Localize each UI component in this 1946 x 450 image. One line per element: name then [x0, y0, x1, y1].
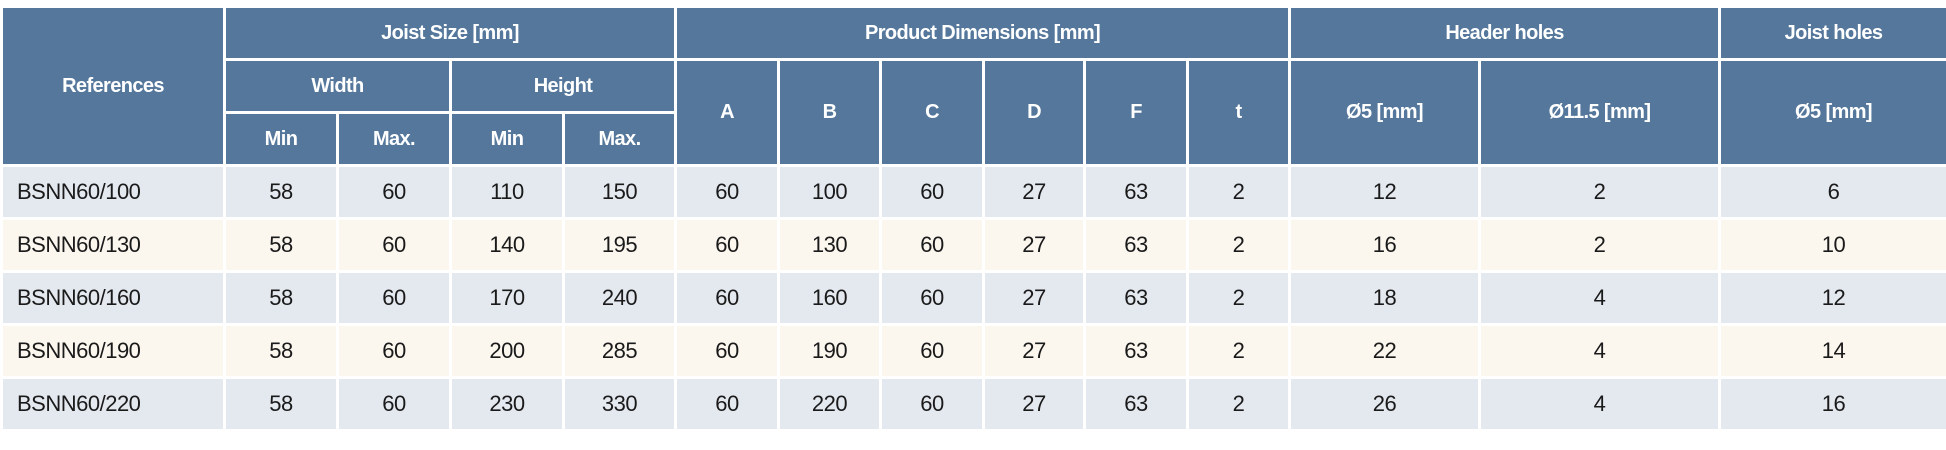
value-cell: 2 — [1186, 164, 1292, 220]
value-cell: 60 — [879, 164, 986, 220]
value-cell: 4 — [1478, 376, 1722, 432]
value-cell: 58 — [223, 323, 339, 379]
header-references: References — [0, 5, 226, 167]
header-dim-c: C — [879, 58, 986, 167]
value-cell: 220 — [777, 376, 883, 432]
value-cell: 63 — [1083, 376, 1190, 432]
value-cell: 58 — [223, 164, 339, 220]
header-height-min: Min — [449, 111, 565, 167]
header-width-max: Max. — [336, 111, 452, 167]
value-cell: 4 — [1478, 270, 1722, 326]
value-cell: 14 — [1718, 323, 1946, 379]
value-cell: 2 — [1186, 323, 1292, 379]
value-cell: 230 — [449, 376, 565, 432]
value-cell: 130 — [777, 217, 883, 273]
table-row: BSNN60/100 58 60 110 150 60 100 60 27 63 2 12 2 6 — [0, 164, 1946, 220]
value-cell: 27 — [982, 376, 1087, 432]
value-cell: 60 — [336, 376, 452, 432]
header-header-holes: Header holes — [1288, 5, 1722, 61]
header-width: Width — [223, 58, 452, 114]
value-cell: 160 — [777, 270, 883, 326]
value-cell: 6 — [1718, 164, 1946, 220]
value-cell: 2 — [1186, 376, 1292, 432]
value-cell: 200 — [449, 323, 565, 379]
value-cell: 27 — [982, 217, 1087, 273]
value-cell: 60 — [879, 323, 986, 379]
reference-cell: BSNN60/220 — [0, 376, 226, 432]
header-dim-b: B — [777, 58, 883, 167]
value-cell: 150 — [561, 164, 678, 220]
header-dim-a: A — [674, 58, 781, 167]
header-dim-t: t — [1186, 58, 1292, 167]
value-cell: 10 — [1718, 217, 1946, 273]
header-product-dimensions: Product Dimensions [mm] — [674, 5, 1292, 61]
value-cell: 60 — [674, 164, 781, 220]
value-cell: 2 — [1186, 270, 1292, 326]
value-cell: 60 — [674, 376, 781, 432]
value-cell: 60 — [674, 217, 781, 273]
value-cell: 58 — [223, 217, 339, 273]
reference-cell: BSNN60/190 — [0, 323, 226, 379]
value-cell: 285 — [561, 323, 678, 379]
value-cell: 100 — [777, 164, 883, 220]
value-cell: 2 — [1478, 164, 1722, 220]
value-cell: 60 — [879, 376, 986, 432]
value-cell: 58 — [223, 270, 339, 326]
value-cell: 195 — [561, 217, 678, 273]
table-row: BSNN60/190 58 60 200 285 60 190 60 27 63 2 22 4 14 — [0, 323, 1946, 379]
value-cell: 60 — [879, 270, 986, 326]
header-dim-d: D — [982, 58, 1087, 167]
value-cell: 26 — [1288, 376, 1482, 432]
value-cell: 60 — [336, 217, 452, 273]
value-cell: 4 — [1478, 323, 1722, 379]
value-cell: 63 — [1083, 270, 1190, 326]
value-cell: 58 — [223, 376, 339, 432]
header-header-holes-d5: Ø5 [mm] — [1288, 58, 1482, 167]
header-joist-holes-d5: Ø5 [mm] — [1718, 58, 1946, 167]
reference-cell: BSNN60/130 — [0, 217, 226, 273]
value-cell: 110 — [449, 164, 565, 220]
value-cell: 63 — [1083, 217, 1190, 273]
value-cell: 12 — [1718, 270, 1946, 326]
value-cell: 60 — [336, 323, 452, 379]
value-cell: 27 — [982, 323, 1087, 379]
value-cell: 27 — [982, 270, 1087, 326]
value-cell: 190 — [777, 323, 883, 379]
table-row: BSNN60/220 58 60 230 330 60 220 60 27 63 2 26 4 16 — [0, 376, 1946, 432]
table-row: BSNN60/130 58 60 140 195 60 130 60 27 63 2 16 2 10 — [0, 217, 1946, 273]
value-cell: 63 — [1083, 164, 1190, 220]
header-joist-holes: Joist holes — [1718, 5, 1946, 61]
header-height-max: Max. — [561, 111, 678, 167]
table-row: BSNN60/160 58 60 170 240 60 160 60 27 63 2 18 4 12 — [0, 270, 1946, 326]
header-header-holes-d11-5: Ø11.5 [mm] — [1478, 58, 1722, 167]
value-cell: 12 — [1288, 164, 1482, 220]
header-dim-f: F — [1083, 58, 1190, 167]
value-cell: 170 — [449, 270, 565, 326]
value-cell: 2 — [1478, 217, 1722, 273]
value-cell: 16 — [1718, 376, 1946, 432]
value-cell: 22 — [1288, 323, 1482, 379]
header-width-min: Min — [223, 111, 339, 167]
value-cell: 60 — [879, 217, 986, 273]
value-cell: 2 — [1186, 217, 1292, 273]
product-spec-table: References Joist Size [mm] Product Dimen… — [0, 5, 1946, 432]
value-cell: 60 — [336, 164, 452, 220]
value-cell: 63 — [1083, 323, 1190, 379]
value-cell: 330 — [561, 376, 678, 432]
value-cell: 60 — [674, 270, 781, 326]
reference-cell: BSNN60/100 — [0, 164, 226, 220]
value-cell: 16 — [1288, 217, 1482, 273]
header-height: Height — [448, 58, 678, 114]
value-cell: 140 — [449, 217, 565, 273]
value-cell: 60 — [674, 323, 781, 379]
value-cell: 240 — [561, 270, 678, 326]
value-cell: 18 — [1288, 270, 1482, 326]
value-cell: 27 — [982, 164, 1087, 220]
header-joist-size: Joist Size [mm] — [222, 5, 678, 61]
value-cell: 60 — [336, 270, 452, 326]
reference-cell: BSNN60/160 — [0, 270, 226, 326]
